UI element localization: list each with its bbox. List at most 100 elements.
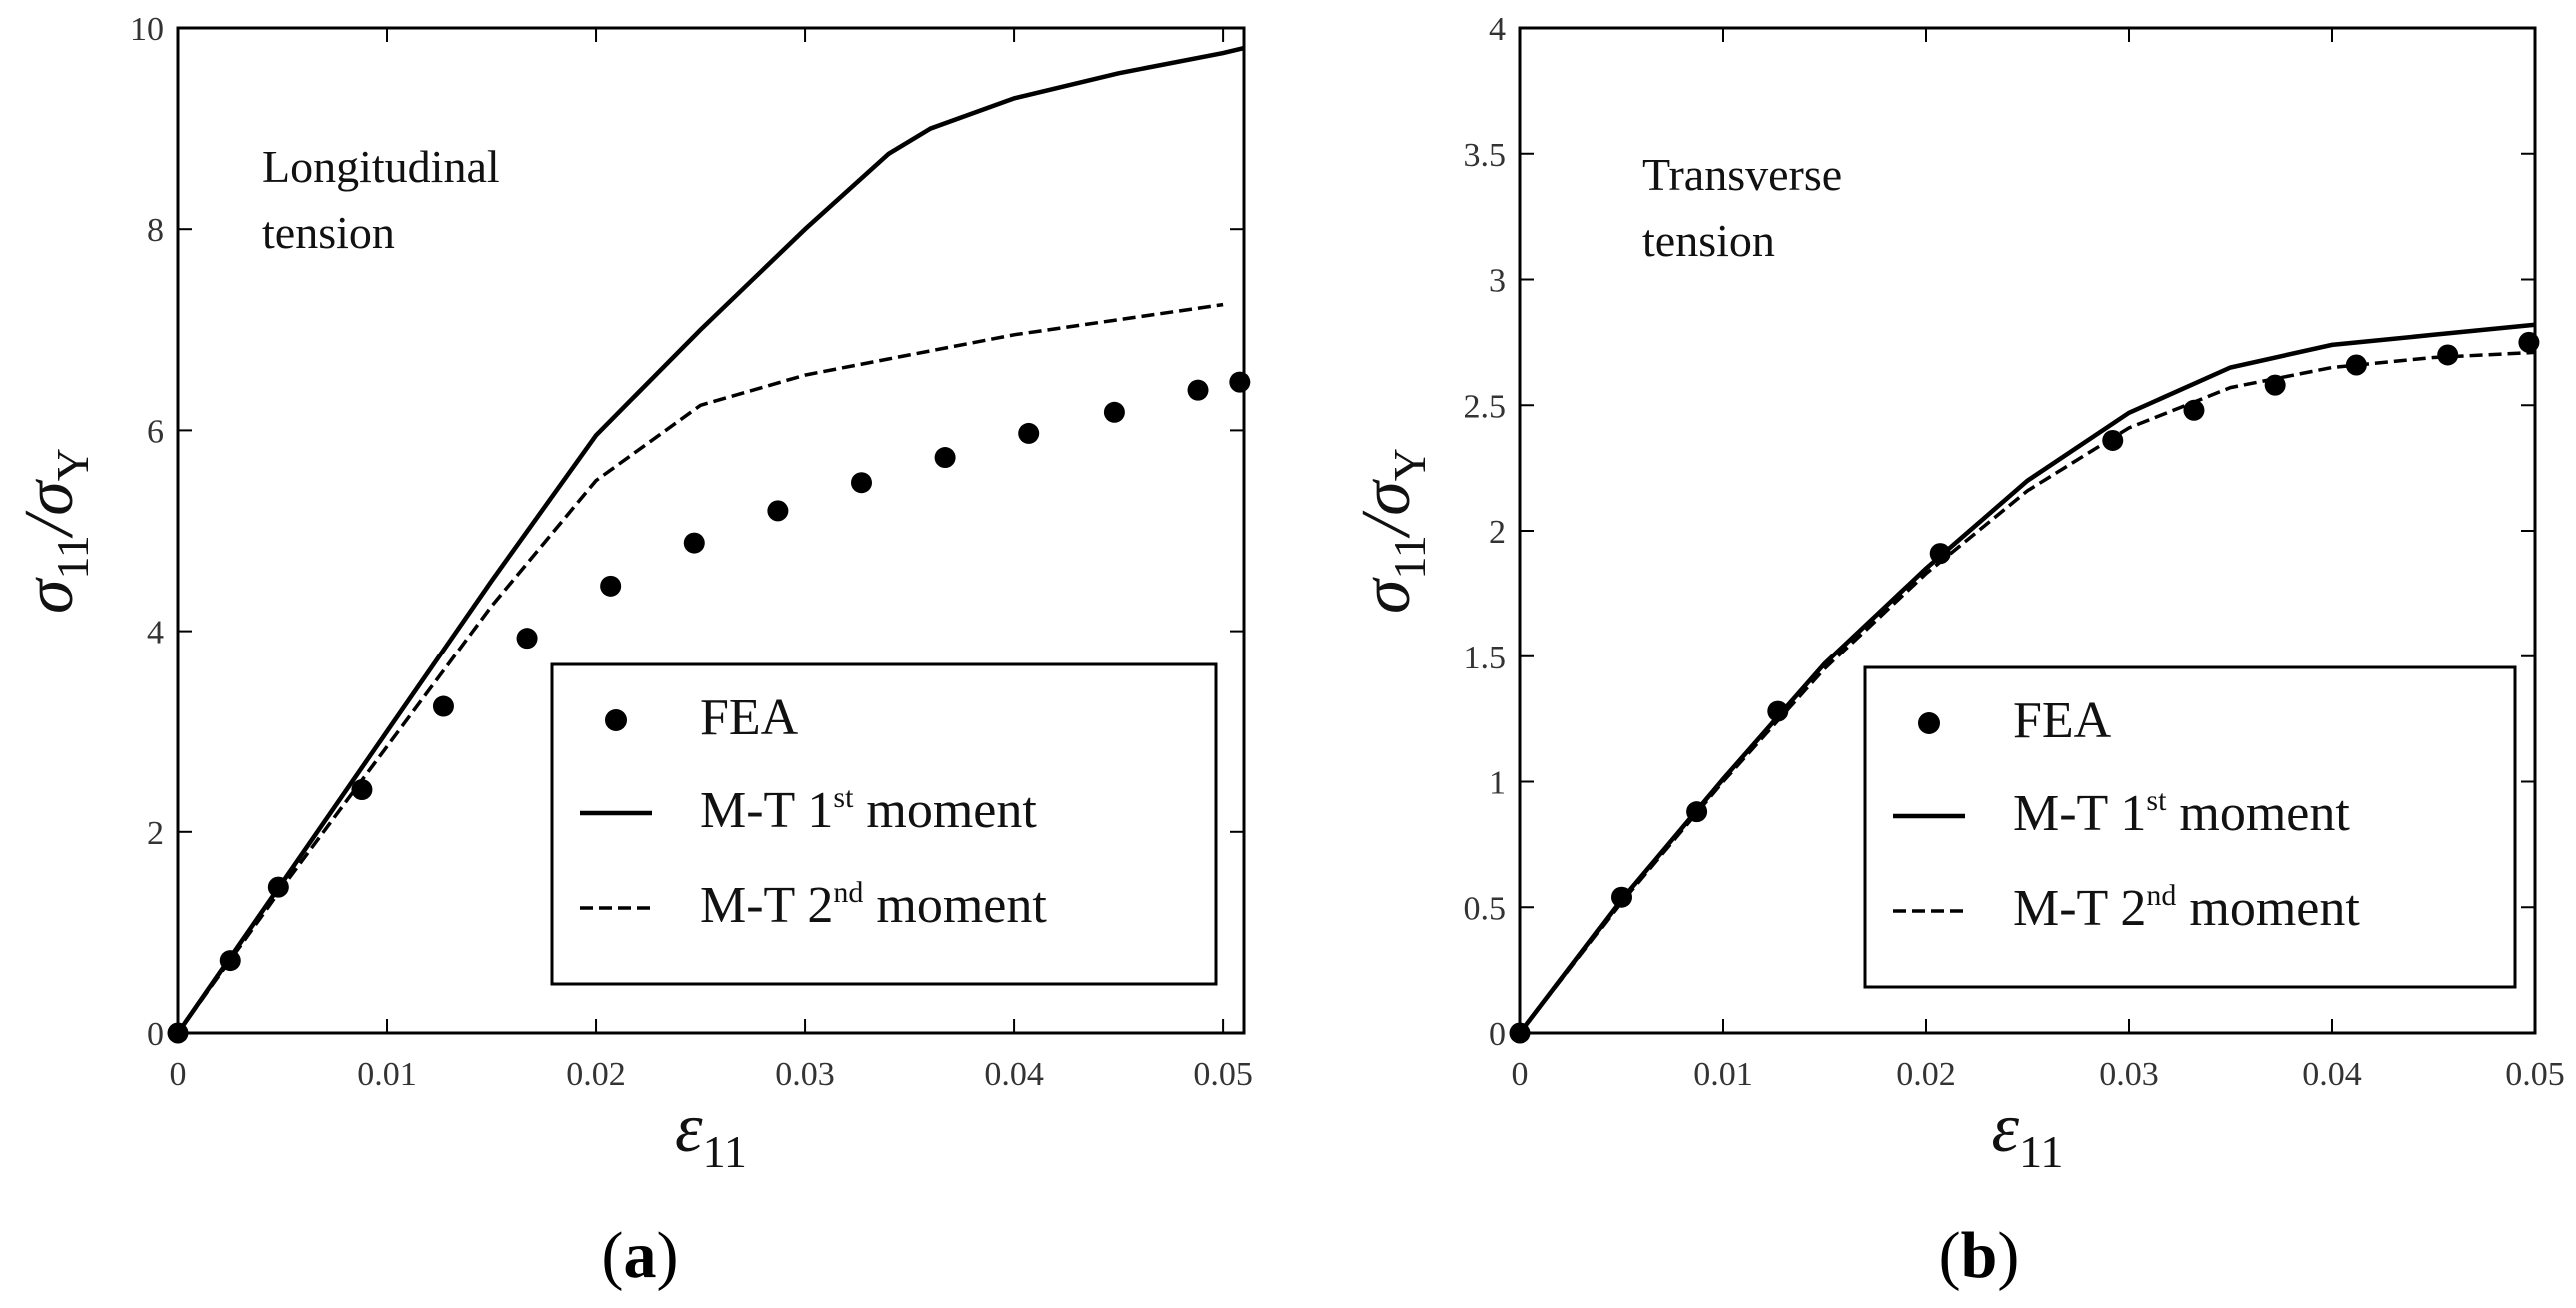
x-tick-label: 0.05 xyxy=(1193,1056,1253,1093)
caption-close-paren: ) xyxy=(1997,1219,2019,1292)
x-axis-title: ε11 xyxy=(675,1090,747,1177)
annotation: Longitudinal tension xyxy=(262,141,500,258)
caption-letter: b xyxy=(1961,1219,1998,1292)
annotation-line: Transverse xyxy=(1642,149,1842,200)
caption-open-paren: ( xyxy=(1939,1219,1961,1292)
y-tick-label: 0.5 xyxy=(1464,890,1507,927)
series-m-t-2nd-moment-line xyxy=(176,302,1224,1035)
legend-label-rest: moment xyxy=(2176,880,2360,937)
y-tick-label: 6 xyxy=(147,413,164,450)
x-tick-label: 0.05 xyxy=(2505,1056,2565,1093)
legend-label: M-T 1st moment xyxy=(2013,784,2350,842)
caption-close-paren: ) xyxy=(657,1219,679,1292)
plot-frame xyxy=(176,26,1246,1035)
y-tick-label: 8 xyxy=(147,212,164,249)
panel-b: 0 0.01 0.02 0.03 0.04 0.05 0 0.5 1 1.5 2 2.5 3 3.5 4 Tr… xyxy=(1348,11,2565,1292)
legend-label-main: FEA xyxy=(700,689,799,746)
y-tick-label: 2 xyxy=(1489,514,1506,551)
fea-point xyxy=(767,500,789,522)
fea-point xyxy=(516,628,538,650)
x-axis-symbol: ε xyxy=(1992,1090,2020,1167)
legend-label-rest: moment xyxy=(2166,785,2350,842)
panel-caption: (b) xyxy=(1939,1219,2020,1292)
legend-frame xyxy=(550,662,1218,986)
x-tick-label: 0 xyxy=(170,1056,187,1093)
y-tick-label: 10 xyxy=(130,11,164,48)
legend-label-main: M-T 2 xyxy=(700,877,833,934)
caption-letter: a xyxy=(624,1219,657,1292)
y-tick-label: 4 xyxy=(147,615,164,652)
series-m-t-2nd-moment-line xyxy=(1518,350,2536,1035)
y-tick-label: 1 xyxy=(1489,765,1506,802)
fea-point xyxy=(2518,331,2540,353)
y-axis-numerator: σ xyxy=(1348,577,1425,614)
fea-point xyxy=(683,532,705,554)
x-tick-label: 0.03 xyxy=(2099,1056,2159,1093)
annotation: Transverse tension xyxy=(1642,149,1842,266)
fea-point xyxy=(600,575,622,597)
x-tick-label: 0.03 xyxy=(775,1056,835,1093)
annotation-line: tension xyxy=(262,207,395,258)
fea-point xyxy=(432,695,454,717)
fea-point xyxy=(2183,399,2205,421)
fea-point xyxy=(934,447,956,469)
y-axis-numerator-sub: 11 xyxy=(1384,535,1435,579)
x-axis-symbol: ε xyxy=(675,1090,703,1167)
legend-label: M-T 1st moment xyxy=(700,781,1037,839)
legend-label: M-T 2nd moment xyxy=(700,876,1047,934)
x-tick-label: 0.02 xyxy=(1896,1056,1956,1093)
panel-a: 0 0.01 0.02 0.03 0.04 0.05 0 2 4 6 8 10 Longitudinal… xyxy=(11,11,1253,1292)
legend-label-main: M-T 1 xyxy=(700,782,833,839)
fea-point xyxy=(1229,371,1251,393)
legend-fea-marker xyxy=(1918,712,1940,734)
fea-point xyxy=(1018,422,1040,444)
legend-fea-marker xyxy=(605,709,627,731)
series-m-t-2nd-moment xyxy=(1518,350,2536,1035)
legend-label-rest: moment xyxy=(863,877,1047,934)
caption-open-paren: ( xyxy=(602,1219,624,1292)
annotation-line: tension xyxy=(1642,215,1775,266)
x-tick-label: 0.04 xyxy=(984,1056,1044,1093)
legend-label-rest: moment xyxy=(853,782,1037,839)
y-tick-label: 2.5 xyxy=(1464,388,1507,425)
series-m-t-2nd-moment xyxy=(176,302,1224,1035)
y-axis-denominator-sub: Y xyxy=(47,448,98,481)
x-tick-label: 0.01 xyxy=(1693,1056,1753,1093)
x-axis-title: ε11 xyxy=(1992,1090,2064,1177)
y-tick-label: 0 xyxy=(1489,1016,1506,1053)
legend-label-sup: nd xyxy=(833,876,863,909)
y-axis-title: σ11/σY xyxy=(11,448,98,614)
legend-frame xyxy=(1863,665,2517,989)
legend-label-sup: st xyxy=(2146,784,2167,817)
y-tick-label: 2 xyxy=(147,815,164,852)
legend-label-main: M-T 1 xyxy=(2013,785,2146,842)
y-axis-denominator: σ xyxy=(11,479,88,516)
x-tick-label: 0 xyxy=(1512,1056,1529,1093)
legend-label: M-T 2nd moment xyxy=(2013,879,2360,937)
y-axis-title: σ11/σY xyxy=(1348,448,1435,614)
legend-label-sup: nd xyxy=(2146,879,2176,912)
legend-label: FEA xyxy=(700,689,799,746)
y-tick-label: 0 xyxy=(147,1016,164,1053)
fea-point xyxy=(1103,401,1125,423)
y-tick-label: 3 xyxy=(1489,263,1506,300)
legend: FEA M-T 1st moment M-T 2nd moment xyxy=(550,662,1218,986)
fea-point xyxy=(2437,344,2459,366)
fea-point xyxy=(2102,429,2124,451)
x-tick-label: 0.01 xyxy=(357,1056,417,1093)
y-axis-denominator: σ xyxy=(1348,479,1425,516)
annotation-line: Longitudinal xyxy=(262,141,500,192)
legend-label-main: FEA xyxy=(2013,692,2112,749)
y-tick-label: 1.5 xyxy=(1464,640,1507,676)
y-tick-label: 4 xyxy=(1489,11,1506,48)
panel-caption: (a) xyxy=(602,1219,679,1292)
x-axis-subscript: 11 xyxy=(703,1126,747,1177)
x-tick-label: 0.04 xyxy=(2302,1056,2362,1093)
y-axis-numerator: σ xyxy=(11,577,88,614)
y-tick-label: 3.5 xyxy=(1464,137,1507,174)
legend-label: FEA xyxy=(2013,692,2112,749)
fea-point xyxy=(850,472,872,494)
series-m-t-1st-moment xyxy=(176,45,1245,1035)
